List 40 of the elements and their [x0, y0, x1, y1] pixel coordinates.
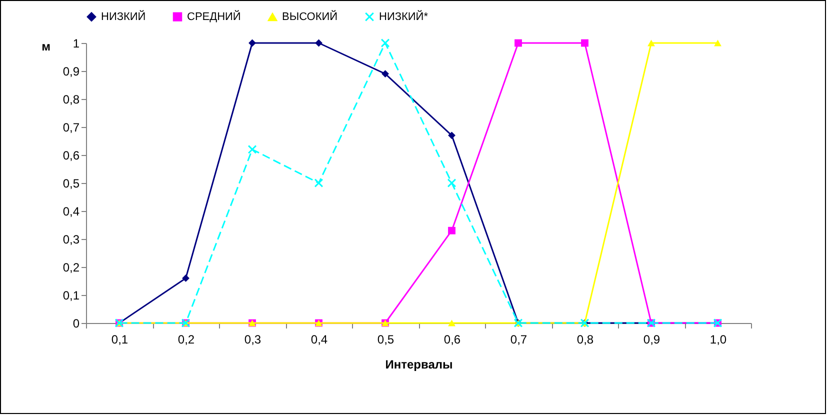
- point: [447, 178, 456, 188]
- y-tick-label: 0,6: [62, 148, 80, 162]
- y-tick-label: 1: [72, 36, 80, 50]
- x-tick-label: 0,4: [310, 332, 328, 346]
- y-tick-label: 0,1: [62, 288, 80, 302]
- y-tick-label: 0,3: [62, 232, 80, 246]
- point: [382, 70, 389, 78]
- y-tick-label: 0,2: [62, 260, 80, 274]
- y-tick-label: 0,8: [62, 92, 80, 106]
- x-tick-label: 1,0: [710, 332, 727, 346]
- point: [248, 144, 257, 154]
- point: [380, 38, 390, 48]
- x-tick-label: 0,3: [244, 332, 262, 346]
- x-tick-label: 0,6: [444, 332, 461, 346]
- point: [448, 226, 456, 234]
- y-tick-label: 0,9: [62, 64, 80, 78]
- point: [714, 40, 722, 46]
- legend-label: НИЗКИЙ: [101, 10, 146, 23]
- x-tick-label: 0,1: [111, 332, 128, 346]
- point: [314, 178, 324, 188]
- point: [514, 39, 522, 47]
- y-tick-label: 0,4: [62, 204, 80, 218]
- point: [448, 320, 456, 326]
- x-tick-label: 0,5: [377, 332, 394, 346]
- point: [182, 274, 190, 282]
- x-tick-label: 0,9: [643, 332, 660, 346]
- x-tick-label: 0,8: [576, 332, 594, 346]
- y-tick-label: 0,7: [62, 120, 80, 134]
- x-tick-label: 0,2: [178, 332, 195, 346]
- y-tick-label: 0: [72, 316, 80, 330]
- point: [448, 132, 456, 140]
- legend-label: НИЗКИЙ*: [379, 10, 429, 23]
- legend-label: ВЫСОКИЙ: [282, 10, 338, 24]
- legend-label: СРЕДНИЙ: [187, 10, 241, 23]
- y-tick-label: 0,5: [62, 176, 80, 190]
- point: [581, 39, 588, 47]
- x-axis-title: Интервалы: [385, 358, 453, 372]
- y-axis-title: м: [42, 40, 51, 54]
- point: [648, 40, 655, 46]
- x-tick-label: 0,7: [510, 332, 528, 346]
